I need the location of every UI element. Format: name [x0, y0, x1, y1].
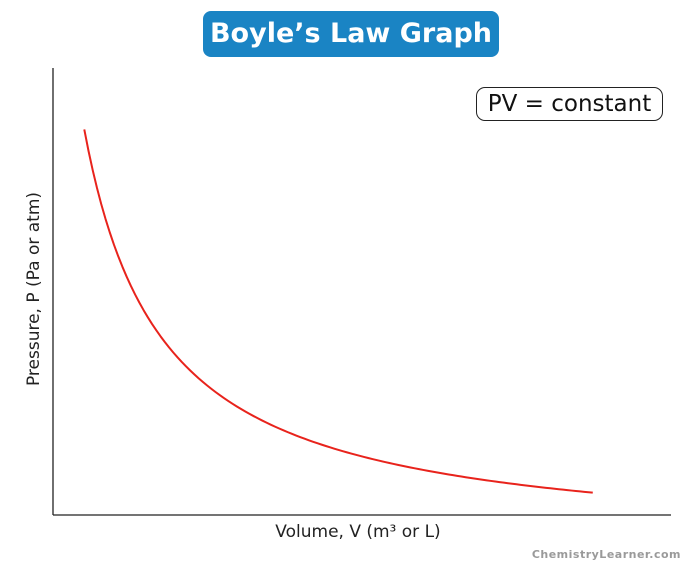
equation-label: PV = constant [476, 87, 663, 121]
series-layer [83, 129, 593, 494]
chart-title: Boyle’s Law Graph [203, 11, 499, 57]
watermark: ChemistryLearner.com [531, 548, 681, 561]
y-axis-label: Pressure, P (Pa or atm) [24, 191, 44, 387]
series-line-0 [83, 129, 593, 494]
x-axis-label: Volume, V (m³ or L) [275, 522, 441, 542]
